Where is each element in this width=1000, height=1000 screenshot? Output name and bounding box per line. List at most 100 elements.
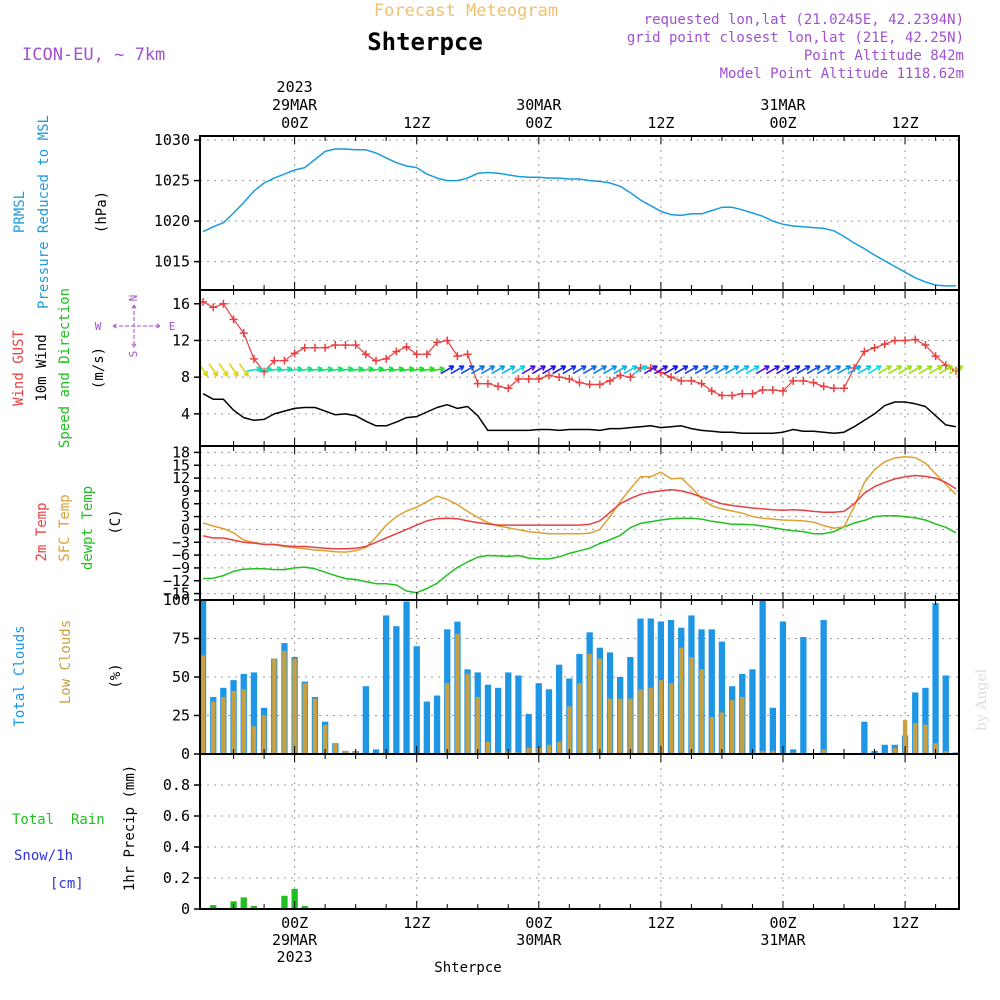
compass-arrows	[112, 304, 161, 348]
y-tick-label: 0	[181, 900, 190, 918]
gust-marker	[595, 380, 604, 389]
y-tick-label: 0	[181, 520, 190, 538]
wind-direction-arrow	[877, 365, 892, 375]
gust-marker	[748, 389, 757, 398]
total-cloud-bar	[515, 675, 522, 754]
wind-direction-arrow	[908, 365, 923, 375]
compass-north: N	[127, 295, 140, 302]
wind-direction-arrow	[725, 365, 740, 375]
gust-marker	[473, 379, 482, 388]
gust-marker	[351, 341, 360, 350]
low-cloud-bar	[526, 747, 531, 754]
gust-marker	[402, 342, 411, 351]
gust-marker	[778, 386, 787, 395]
low-clouds-label: Low Clouds	[58, 620, 74, 704]
low-cloud-bar	[597, 658, 602, 754]
compass-west: W	[95, 320, 102, 333]
total-cloud-bar	[881, 744, 888, 754]
total-cloud-bar	[372, 749, 380, 754]
y-tick-label: 0.6	[163, 807, 190, 825]
wind-direction-arrow	[735, 365, 750, 375]
low-cloud-bar	[211, 701, 216, 754]
dewpt-line	[203, 514, 957, 594]
wind-unit: (m/s)	[91, 347, 107, 389]
gust-marker	[443, 336, 452, 345]
low-cloud-bar	[282, 650, 287, 754]
low-cloud-bar	[699, 669, 704, 754]
gust-marker	[209, 303, 218, 312]
wind-direction-arrow	[786, 365, 801, 375]
low-cloud-bar	[200, 655, 206, 754]
total-cloud-bar	[525, 714, 532, 754]
rain-bar	[240, 897, 247, 909]
y-tick-label: −9	[172, 559, 190, 577]
gust-marker	[717, 391, 726, 400]
gust-marker	[453, 352, 462, 361]
wind-direction-arrow	[552, 365, 567, 375]
y-tick-label: 18	[172, 443, 190, 461]
low-cloud-bar	[241, 689, 246, 754]
total-cloud-bar	[922, 687, 929, 754]
total-cloud-bar	[759, 600, 766, 754]
wind-direction-arrow	[481, 365, 496, 375]
wind-direction-arrow	[460, 365, 475, 375]
gust-marker	[290, 349, 299, 358]
low-cloud-bar	[465, 673, 470, 754]
wind-direction-arrow	[827, 365, 842, 375]
time-label-top: 30MAR	[516, 96, 562, 114]
low-cloud-bar	[902, 720, 908, 754]
gust-marker	[534, 375, 543, 384]
gust-label: Wind GUST	[11, 330, 27, 406]
wind-direction-arrow	[918, 365, 933, 375]
total-cloud-bar	[708, 629, 715, 754]
low-cloud-bar	[709, 717, 714, 754]
low-cloud-bar	[689, 657, 694, 754]
low-cloud-bar	[821, 749, 826, 754]
low-cloud-bar	[729, 700, 735, 754]
wind-direction-arrow	[613, 365, 628, 375]
time-label-top: 12Z	[892, 114, 919, 132]
y-tick-label: −6	[172, 546, 190, 564]
low-cloud-bar	[567, 706, 572, 754]
axes-layer: 1015102010251030481216−15−12−9−6−3036912…	[154, 78, 960, 966]
point-altitude: Point Altitude 842m	[804, 48, 964, 64]
y-tick-label: 8	[181, 368, 190, 386]
time-label-top: 12Z	[403, 114, 430, 132]
low-cloud-bar	[770, 750, 775, 754]
low-cloud-bar	[618, 698, 623, 754]
total-cloud-bar	[383, 615, 390, 754]
panel-frame	[199, 135, 960, 291]
wind-direction-arrow	[582, 365, 597, 375]
low-cloud-bar	[312, 698, 318, 754]
total-cloud-bar	[495, 687, 502, 754]
y-tick-label: 9	[181, 482, 190, 500]
compass-east: E	[169, 320, 176, 333]
y-tick-label: 1015	[154, 253, 190, 271]
gust-marker	[809, 378, 818, 387]
y-tick-label: 50	[172, 668, 190, 686]
gust-marker	[565, 375, 574, 384]
compass-rose: N S W E	[95, 295, 176, 358]
y-tick-label: 1025	[154, 172, 190, 190]
gust-marker	[921, 341, 930, 350]
wind-direction-arrow	[715, 365, 730, 375]
low-cloud-bar	[658, 680, 664, 754]
wind-direction-arrow	[440, 365, 455, 375]
gust-marker	[372, 356, 381, 365]
clouds-unit: (%)	[108, 663, 124, 688]
total-cloud-bar	[718, 641, 726, 754]
gust-marker	[860, 347, 869, 356]
watermark: by Angel	[974, 668, 990, 731]
gust-marker	[249, 354, 258, 363]
gust-marker	[880, 340, 889, 349]
rain-label: Total Rain	[12, 812, 105, 828]
gust-marker	[585, 380, 594, 389]
time-label-bottom: 12Z	[892, 914, 919, 932]
gust-marker	[392, 347, 401, 356]
wind-direction-arrow	[765, 365, 780, 375]
time-label-top: 12Z	[647, 114, 674, 132]
low-cloud-bar	[607, 698, 613, 754]
low-cloud-bar	[292, 658, 297, 754]
gust-marker	[575, 378, 584, 387]
gust-marker	[697, 379, 706, 388]
